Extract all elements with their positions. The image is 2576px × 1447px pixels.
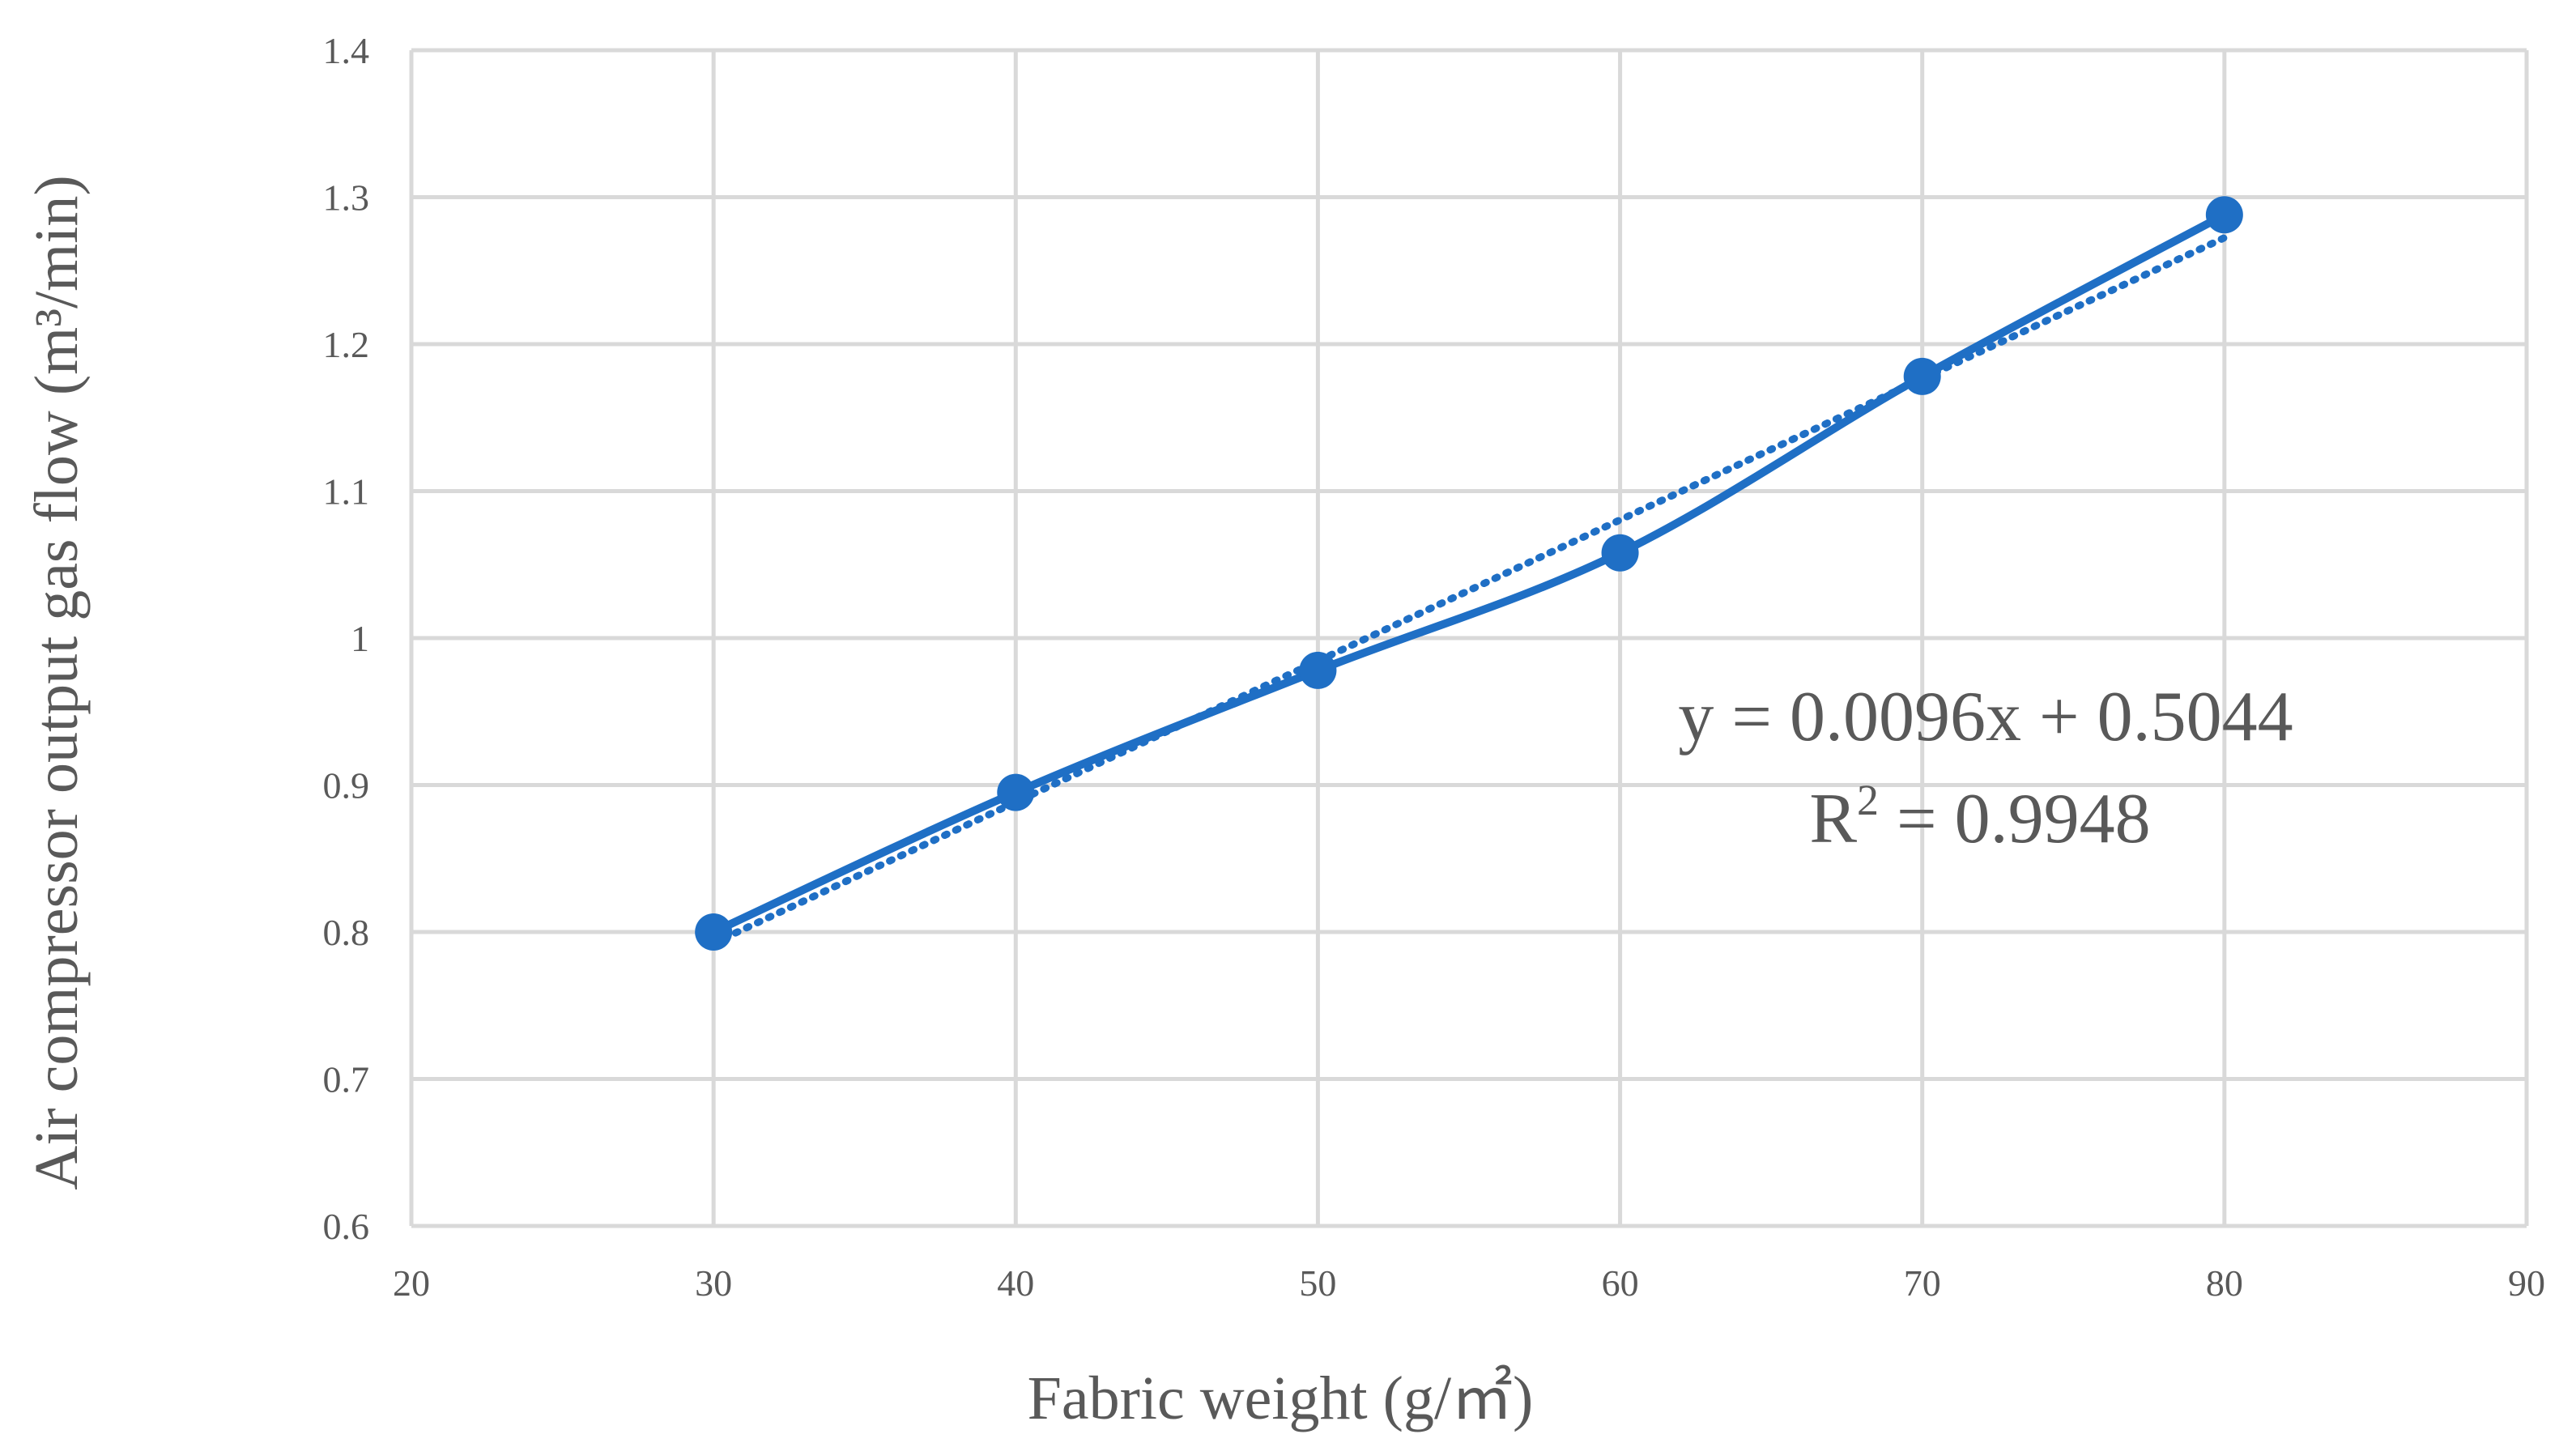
y-tick-label: 1 [351, 618, 369, 659]
y-tick-labels: 0.6 0.7 0.8 0.9 1 1.1 1.2 1.3 1.4 [323, 30, 370, 1247]
r-squared-prefix: R [1809, 780, 1857, 858]
grid [409, 48, 2529, 1228]
x-tick-label: 30 [695, 1262, 732, 1304]
y-tick-label: 0.6 [323, 1206, 370, 1247]
x-tick-label: 20 [393, 1262, 430, 1304]
data-point [695, 913, 733, 951]
data-point [2205, 196, 2243, 234]
y-tick-label: 0.8 [323, 912, 370, 953]
y-tick-label: 1.1 [323, 471, 370, 513]
data-point [1299, 651, 1337, 689]
trendline-layer [709, 234, 2229, 947]
y-tick-label: 0.9 [323, 765, 370, 806]
x-tick-label: 60 [1602, 1262, 1639, 1304]
trendline-equation: y = 0.0096x + 0.5044 [1678, 678, 2293, 756]
data-point [997, 773, 1035, 811]
trendline [709, 234, 2229, 947]
data-point [1903, 357, 1941, 395]
x-tick-label: 90 [2508, 1262, 2545, 1304]
series-line [709, 211, 2229, 936]
r-squared-value: = 0.9948 [1879, 780, 2151, 858]
y-tick-label: 0.7 [323, 1059, 370, 1100]
x-axis-title: Fabric weight (g/㎡) [1028, 1364, 1534, 1432]
x-tick-label: 70 [1904, 1262, 1941, 1304]
y-tick-label: 1.4 [323, 30, 370, 71]
data-point [1601, 534, 1639, 572]
x-tick-labels: 20 30 40 50 60 70 80 90 [393, 1262, 2545, 1304]
r-squared-exponent: 2 [1857, 776, 1879, 824]
x-tick-label: 50 [1299, 1262, 1336, 1304]
x-tick-label: 80 [2206, 1262, 2243, 1304]
r-squared-label: R2 = 0.9948 [1809, 776, 2150, 858]
x-tick-label: 40 [997, 1262, 1034, 1304]
y-axis-title: Air compressor output gas flow (m³/min) [23, 175, 91, 1190]
y-tick-label: 1.2 [323, 324, 370, 365]
series-layer [695, 196, 2243, 951]
y-tick-label: 1.3 [323, 177, 370, 219]
